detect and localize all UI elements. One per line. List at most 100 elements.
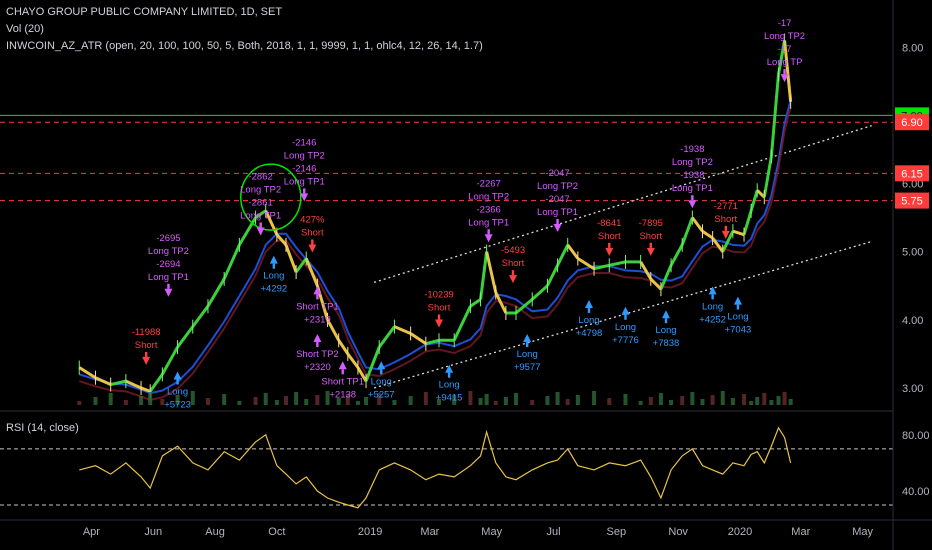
price-segment [649,277,663,291]
volume-bar [607,398,612,405]
signal-arrow-stem [380,369,383,375]
price-segment [125,379,142,390]
price-segment [639,261,653,280]
signal-marker: Short TP2 +2320 [296,334,339,373]
signal-label: Long [578,315,599,326]
signal-arrow-up [584,299,593,308]
signal-label: Long [167,387,188,398]
price-segment [337,339,350,355]
signal-arrow-stem [259,222,262,228]
signal-marker: -2695 Long TP2 -2694 Long TP1 [148,233,189,297]
volume-bar [160,399,165,405]
price-segment [148,373,164,393]
volume-bar [788,399,793,405]
volume-bar [139,396,144,405]
price-segment [78,366,97,380]
signal-arrow-up [708,286,717,295]
signal-label: Long TP1 [537,207,578,218]
volume-bar [478,398,483,405]
price-segment [732,229,745,237]
signal-label: Long TP [767,57,803,68]
signal-arrow-stem [783,69,786,75]
signal-label: Short TP1 [296,301,339,312]
signal-arrow-stem [624,314,627,320]
signal-marker: Long +5257 [368,361,395,400]
signal-arrow-stem [649,242,653,248]
price-segment [711,237,724,253]
signal-marker: Long +9577 [514,334,541,373]
signal-marker: -17 Long TP2 -17 Long TP [764,18,805,83]
signal-arrow-down [435,319,444,328]
signal-arrow-down [300,193,309,202]
price-segment [346,352,360,369]
signal-arrow-stem [437,314,441,320]
signal-arrow-stem [341,369,344,375]
rsi-axis-label: 80.00 [902,430,930,442]
signal-label: -1938 [680,144,704,155]
price-level-tag [895,165,929,182]
signal-label: Short TP1 [321,376,364,387]
signal-marker: Long +7838 [653,310,680,349]
signal-label: Long [655,325,676,336]
signal-marker: Long +7776 [612,306,639,346]
signal-arrow-down [308,244,317,253]
signal-arrow-stem [525,342,529,348]
signal-arrow-stem [608,242,611,248]
price-segment [191,305,210,328]
signal-arrow-down [688,200,697,209]
price-segment [608,260,626,267]
volume-bar [294,392,299,405]
signal-arrow-stem [311,239,314,245]
time-axis-label: 2019 [358,526,382,538]
price-segment [176,325,194,348]
time-axis-label: Aug [205,526,225,538]
signal-label: Long TP2 [764,31,805,42]
signal-label: -2366 [477,204,501,215]
price-segment [469,298,482,308]
price-segment [783,40,793,102]
indicator-label: INWCOIN_AZ_ATR (open, 20, 100, 100, 50, … [6,40,483,52]
signal-marker: Long +4292 [260,255,287,295]
signal-arrow-stem [511,270,515,276]
signal-label: +9577 [514,362,541,373]
signal-label: Long TP2 [672,157,713,168]
signal-arrow-up [621,306,630,315]
rsi-label: RSI (14, close) [6,422,79,434]
volume-bar [514,393,519,405]
trendline [373,124,872,283]
signal-arrow-up [377,361,386,370]
volume-bar [93,397,98,405]
signal-arrow-down [646,247,655,256]
signal-label: -2695 [156,233,180,244]
price-segment [284,244,298,273]
signal-label: -2146 [292,137,316,148]
signal-label: +4798 [576,328,603,339]
signal-arrow-up [662,310,671,319]
signal-arrow-stem [487,229,490,235]
signal-label: -17 [778,18,792,29]
price-segment [742,210,753,236]
rsi-line [79,426,792,509]
time-axis-label: May [852,526,873,538]
price-segment [577,257,595,270]
signal-arrow-down [164,288,173,297]
signal-label: Long TP2 [284,150,325,161]
signal-arrow-stem [167,283,170,289]
moving-average-band [78,106,792,401]
signal-label: +7838 [653,338,680,349]
chart-title: CHAYO GROUP PUBLIC COMPANY LIMITED, 1D, … [6,6,283,18]
signal-arrow-stem [176,379,179,385]
price-segment [110,379,127,387]
signal-label: +5723 [164,400,191,411]
signal-marker: -7895 Short [639,218,663,256]
volume-bar [452,395,457,405]
price-segment [452,305,472,341]
volume-bar [336,398,341,405]
signal-label: -17 [778,44,792,55]
signal-label: Long TP1 [672,183,713,194]
price-level-label: 5.75 [901,196,922,208]
price-segment [294,257,308,274]
